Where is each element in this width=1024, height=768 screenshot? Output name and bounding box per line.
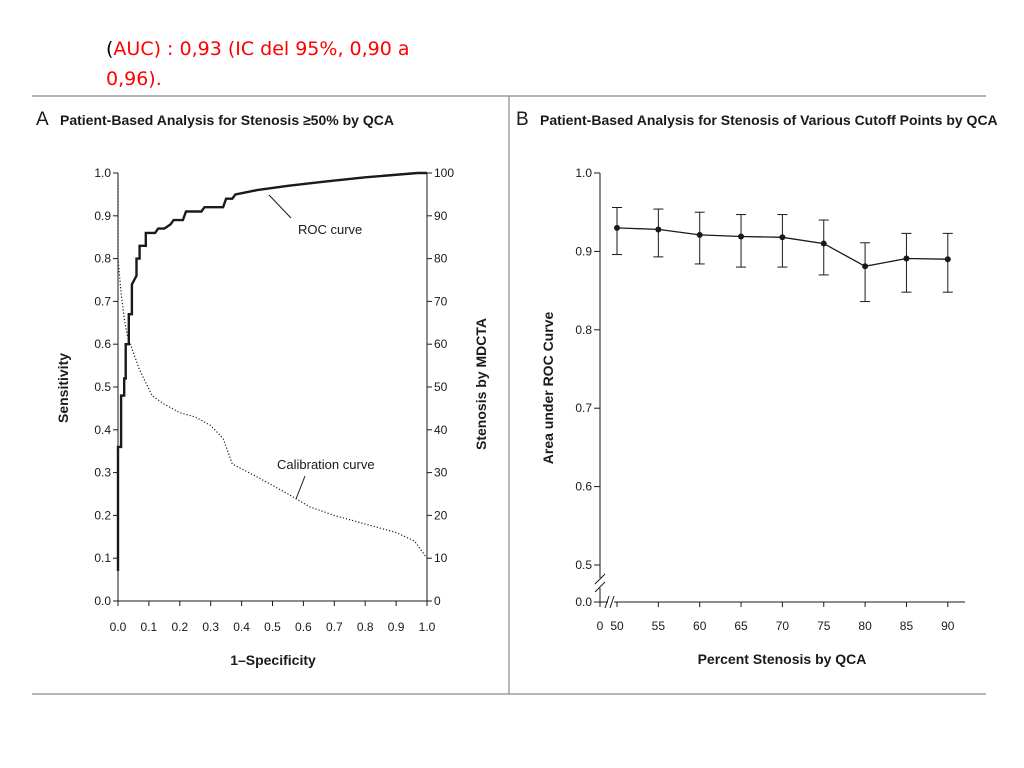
panel-a-y-tick-label: 0.2	[94, 508, 111, 522]
panel-a-x-tick-label: 0.6	[295, 620, 312, 634]
panel-a-y-axis-title: Sensitivity	[55, 353, 71, 423]
calibration-curve-line	[117, 181, 428, 559]
panel-b-letter: B	[516, 109, 529, 130]
panel-a-x-tick-label: 0.2	[171, 620, 188, 634]
panel-b-y-tick-label: 1.0	[575, 166, 592, 180]
panel-a-y2-tick-label: 40	[434, 423, 448, 437]
panel-b-axis-break-mark	[594, 581, 606, 593]
panel-a-x-tick-label: 1.0	[419, 620, 436, 634]
panel-a-y-tick-label: 0.0	[94, 594, 111, 608]
panel-b-y-tick-label: 0.8	[575, 323, 592, 337]
panel-a-y-tick-label: 0.7	[94, 294, 111, 308]
panel-b-y-tick-label: 0.0	[575, 595, 592, 609]
panel-b-y-tick-label: 0.6	[575, 480, 592, 494]
auc-point	[738, 233, 745, 240]
auc-point	[903, 255, 910, 262]
panel-a-x-tick-label: 0.1	[141, 620, 158, 634]
auc-point	[862, 263, 869, 270]
panel-a-x-tick-label: 0.8	[357, 620, 374, 634]
panel-b-axis-break-mark	[594, 573, 606, 585]
panel-b-x-tick-label: 65	[734, 619, 748, 633]
auc-point	[655, 226, 662, 233]
auc-point	[696, 231, 703, 238]
panel-b-x-tick-label: 80	[858, 619, 872, 633]
panel-a-x-tick-label: 0.7	[326, 620, 343, 634]
calibration-curve-leader	[295, 475, 306, 500]
caption-body: AUC) : 0,93 (IC del 95%, 0,90 a 0,96).	[106, 38, 410, 90]
panel-b-x-tick-label: 55	[652, 619, 666, 633]
panel-a-y-tick-label: 0.4	[94, 423, 111, 437]
roc-curve-leader	[268, 194, 292, 219]
panel-a-ticks: 0.0 0.1 0.2 0.3 0.4 0.5 0.6 0.7 0.8 0.9 1.0 0.0 0.1 0…	[94, 166, 454, 634]
panel-a-y-tick-label: 0.1	[94, 551, 111, 565]
panel-a-x-tick-label: 0.9	[388, 620, 405, 634]
panel-a-y2-tick-label: 0	[434, 594, 441, 608]
auc-point	[820, 240, 827, 247]
panel-a-x-tick-label: 0.3	[202, 620, 219, 634]
panel-a-y2-tick-label: 10	[434, 551, 448, 565]
panel-a-x-tick-label: 0.4	[233, 620, 250, 634]
panel-a-y-tick-label: 1.0	[94, 166, 111, 180]
panel-a-y-tick-label: 0.3	[94, 466, 111, 480]
auc-point	[614, 224, 620, 231]
panel-b-x-tick-label: 70	[776, 619, 790, 633]
panel-a-y2-tick-label: 80	[434, 252, 448, 266]
panel-a-y2-tick-label: 100	[434, 166, 454, 180]
panel-a-y-tick-label: 0.8	[94, 252, 111, 266]
panel-a-y-tick-label: 0.9	[94, 209, 111, 223]
calibration-curve-label: Calibration curve	[277, 457, 375, 472]
auc-point	[944, 256, 951, 263]
auc-point	[779, 234, 786, 241]
panel-a-axes	[117, 173, 428, 602]
panel-a-y2-axis-title: Stenosis by MDCTA	[473, 318, 489, 450]
caption-open-paren: (	[106, 38, 114, 60]
panel-a-y2-tick-label: 50	[434, 380, 448, 394]
figure-frame	[32, 95, 986, 695]
roc-curve-line	[116, 171, 427, 571]
panel-b-y-axis-title: Area under ROC Curve	[540, 312, 556, 465]
panel-a-title: Patient-Based Analysis for Stenosis ≥50%…	[60, 112, 394, 128]
panel-a-y2-tick-label: 70	[434, 294, 448, 308]
panel-b-x-tick-label: 60	[693, 619, 707, 633]
panel-a-y2-tick-label: 60	[434, 337, 448, 351]
panel-b-x-axis-break-mark	[609, 595, 615, 609]
panel-a-y-tick-label: 0.5	[94, 380, 111, 394]
panel-a-y2-tick-label: 30	[434, 466, 448, 480]
panel-b-title: Patient-Based Analysis for Stenosis of V…	[540, 112, 998, 128]
panel-b-ticks: 0 50 55 60 65 70 75 80 85 90 0.0 0.5 0.6 0.7 0.8 0.9 1.0	[575, 166, 954, 633]
panel-b-x-axis-title: Percent Stenosis by QCA	[698, 651, 867, 667]
panel-a-y-tick-label: 0.6	[94, 337, 111, 351]
panel-b-x-tick-label: 85	[900, 619, 914, 633]
panel-a-letter: A	[36, 109, 49, 130]
panel-a-x-tick-label: 0.5	[264, 620, 281, 634]
panel-b-y-tick-label: 0.7	[575, 401, 592, 415]
panel-b-x-axis-break-mark	[604, 595, 610, 609]
panel-b-y-tick-label: 0.9	[575, 244, 592, 258]
panel-b-y-tick-label: 0.5	[575, 558, 592, 572]
panel-b: B Patient-Based Analysis for Stenosis of…	[516, 109, 998, 667]
panel-b-x-tick-label: 0	[597, 619, 604, 633]
panel-b-x-tick-label: 50	[610, 619, 624, 633]
panel-a-y2-tick-label: 20	[434, 508, 448, 522]
panel-b-series	[612, 206, 953, 303]
panel-a-x-tick-label: 0.0	[110, 620, 127, 634]
panel-a-x-axis-title: 1–Specificity	[230, 652, 316, 668]
panel-a-y2-tick-label: 90	[434, 209, 448, 223]
panel-b-x-tick-label: 90	[941, 619, 955, 633]
panel-b-x-tick-label: 75	[817, 619, 831, 633]
panel-a-series	[116, 171, 428, 571]
roc-curve-label: ROC curve	[298, 222, 362, 237]
caption-text: (AUC) : 0,93 (IC del 95%, 0,90 a 0,96).	[106, 34, 446, 94]
panel-a: A Patient-Based Analysis for Stenosis ≥5…	[36, 109, 489, 668]
